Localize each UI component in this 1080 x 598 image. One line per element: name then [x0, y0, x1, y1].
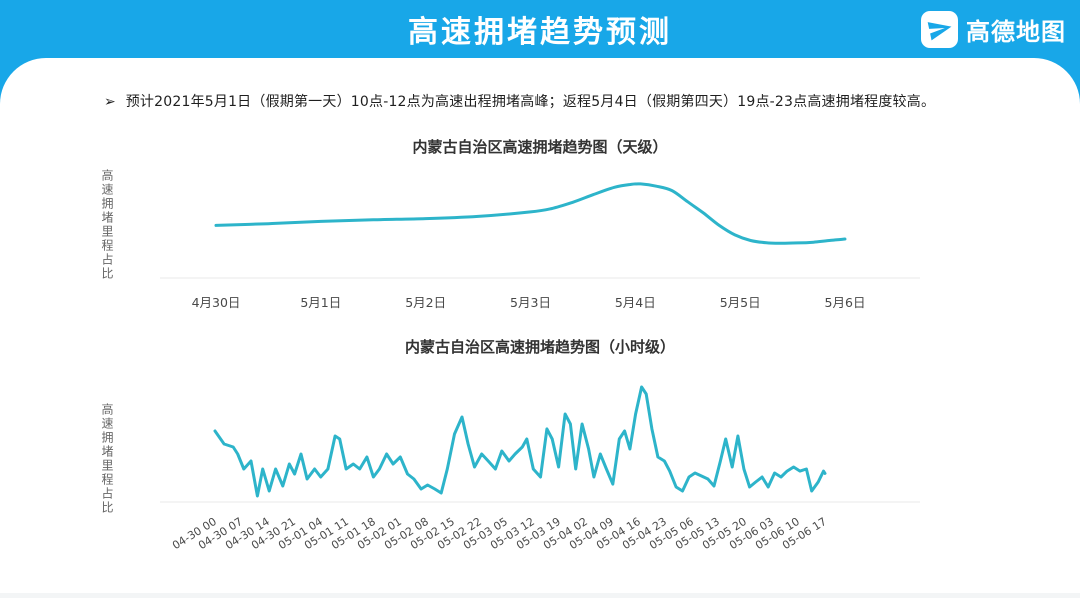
summary-bullet: ➢ 预计2021年5月1日（假期第一天）10点-12点为高速出程拥堵高峰；返程5… [104, 93, 935, 112]
brand-logo: 高德地图 [921, 0, 1066, 58]
brand-name: 高德地图 [966, 17, 1066, 46]
x-tick-label: 5月3日 [510, 295, 551, 310]
x-tick-label: 5月5日 [719, 295, 761, 310]
daily-congestion-line-chart [160, 182, 920, 279]
x-tick-label: 5月1日 [300, 295, 342, 310]
hourly-chart-title: 内蒙古自治区高速拥堵趋势图（小时级） [404, 338, 675, 356]
x-tick-label: 5月6日 [824, 295, 866, 310]
paper-plane-icon [921, 10, 958, 48]
congestion-trend-line [214, 182, 847, 245]
x-tick-label: 5月4日 [614, 295, 656, 310]
daily-chart-y-axis-label: 高速拥堵里程占比 [100, 169, 114, 281]
content-card [0, 58, 1080, 598]
hourly-congestion-line-chart [160, 385, 920, 503]
congestion-trend-line [213, 385, 827, 498]
hourly-chart-y-axis-label: 高速拥堵里程占比 [100, 403, 114, 515]
bottom-edge-strip [0, 593, 1080, 598]
arrow-bullet-icon: ➢ [104, 94, 116, 110]
page-title: 高速拥堵趋势预测 [408, 15, 672, 50]
daily-chart-x-axis-ticks: 4月30日 5月1日 5月2日 5月3日 5月4日 5月5日 5月6日 [150, 292, 930, 312]
x-tick-label: 5月2日 [405, 295, 447, 310]
hourly-chart-x-axis-ticks: 04-30 00 04-30 07 04-30 14 04-30 21 05-01 04… [169, 514, 829, 553]
summary-text: 预计2021年5月1日（假期第一天）10点-12点为高速出程拥堵高峰；返程5月4… [125, 94, 936, 110]
daily-chart-title: 内蒙古自治区高速拥堵趋势图（天级） [412, 138, 668, 156]
header-banner: 高速拥堵趋势预测 高德地图 [0, 0, 1080, 58]
x-tick-label: 4月30日 [191, 295, 241, 310]
